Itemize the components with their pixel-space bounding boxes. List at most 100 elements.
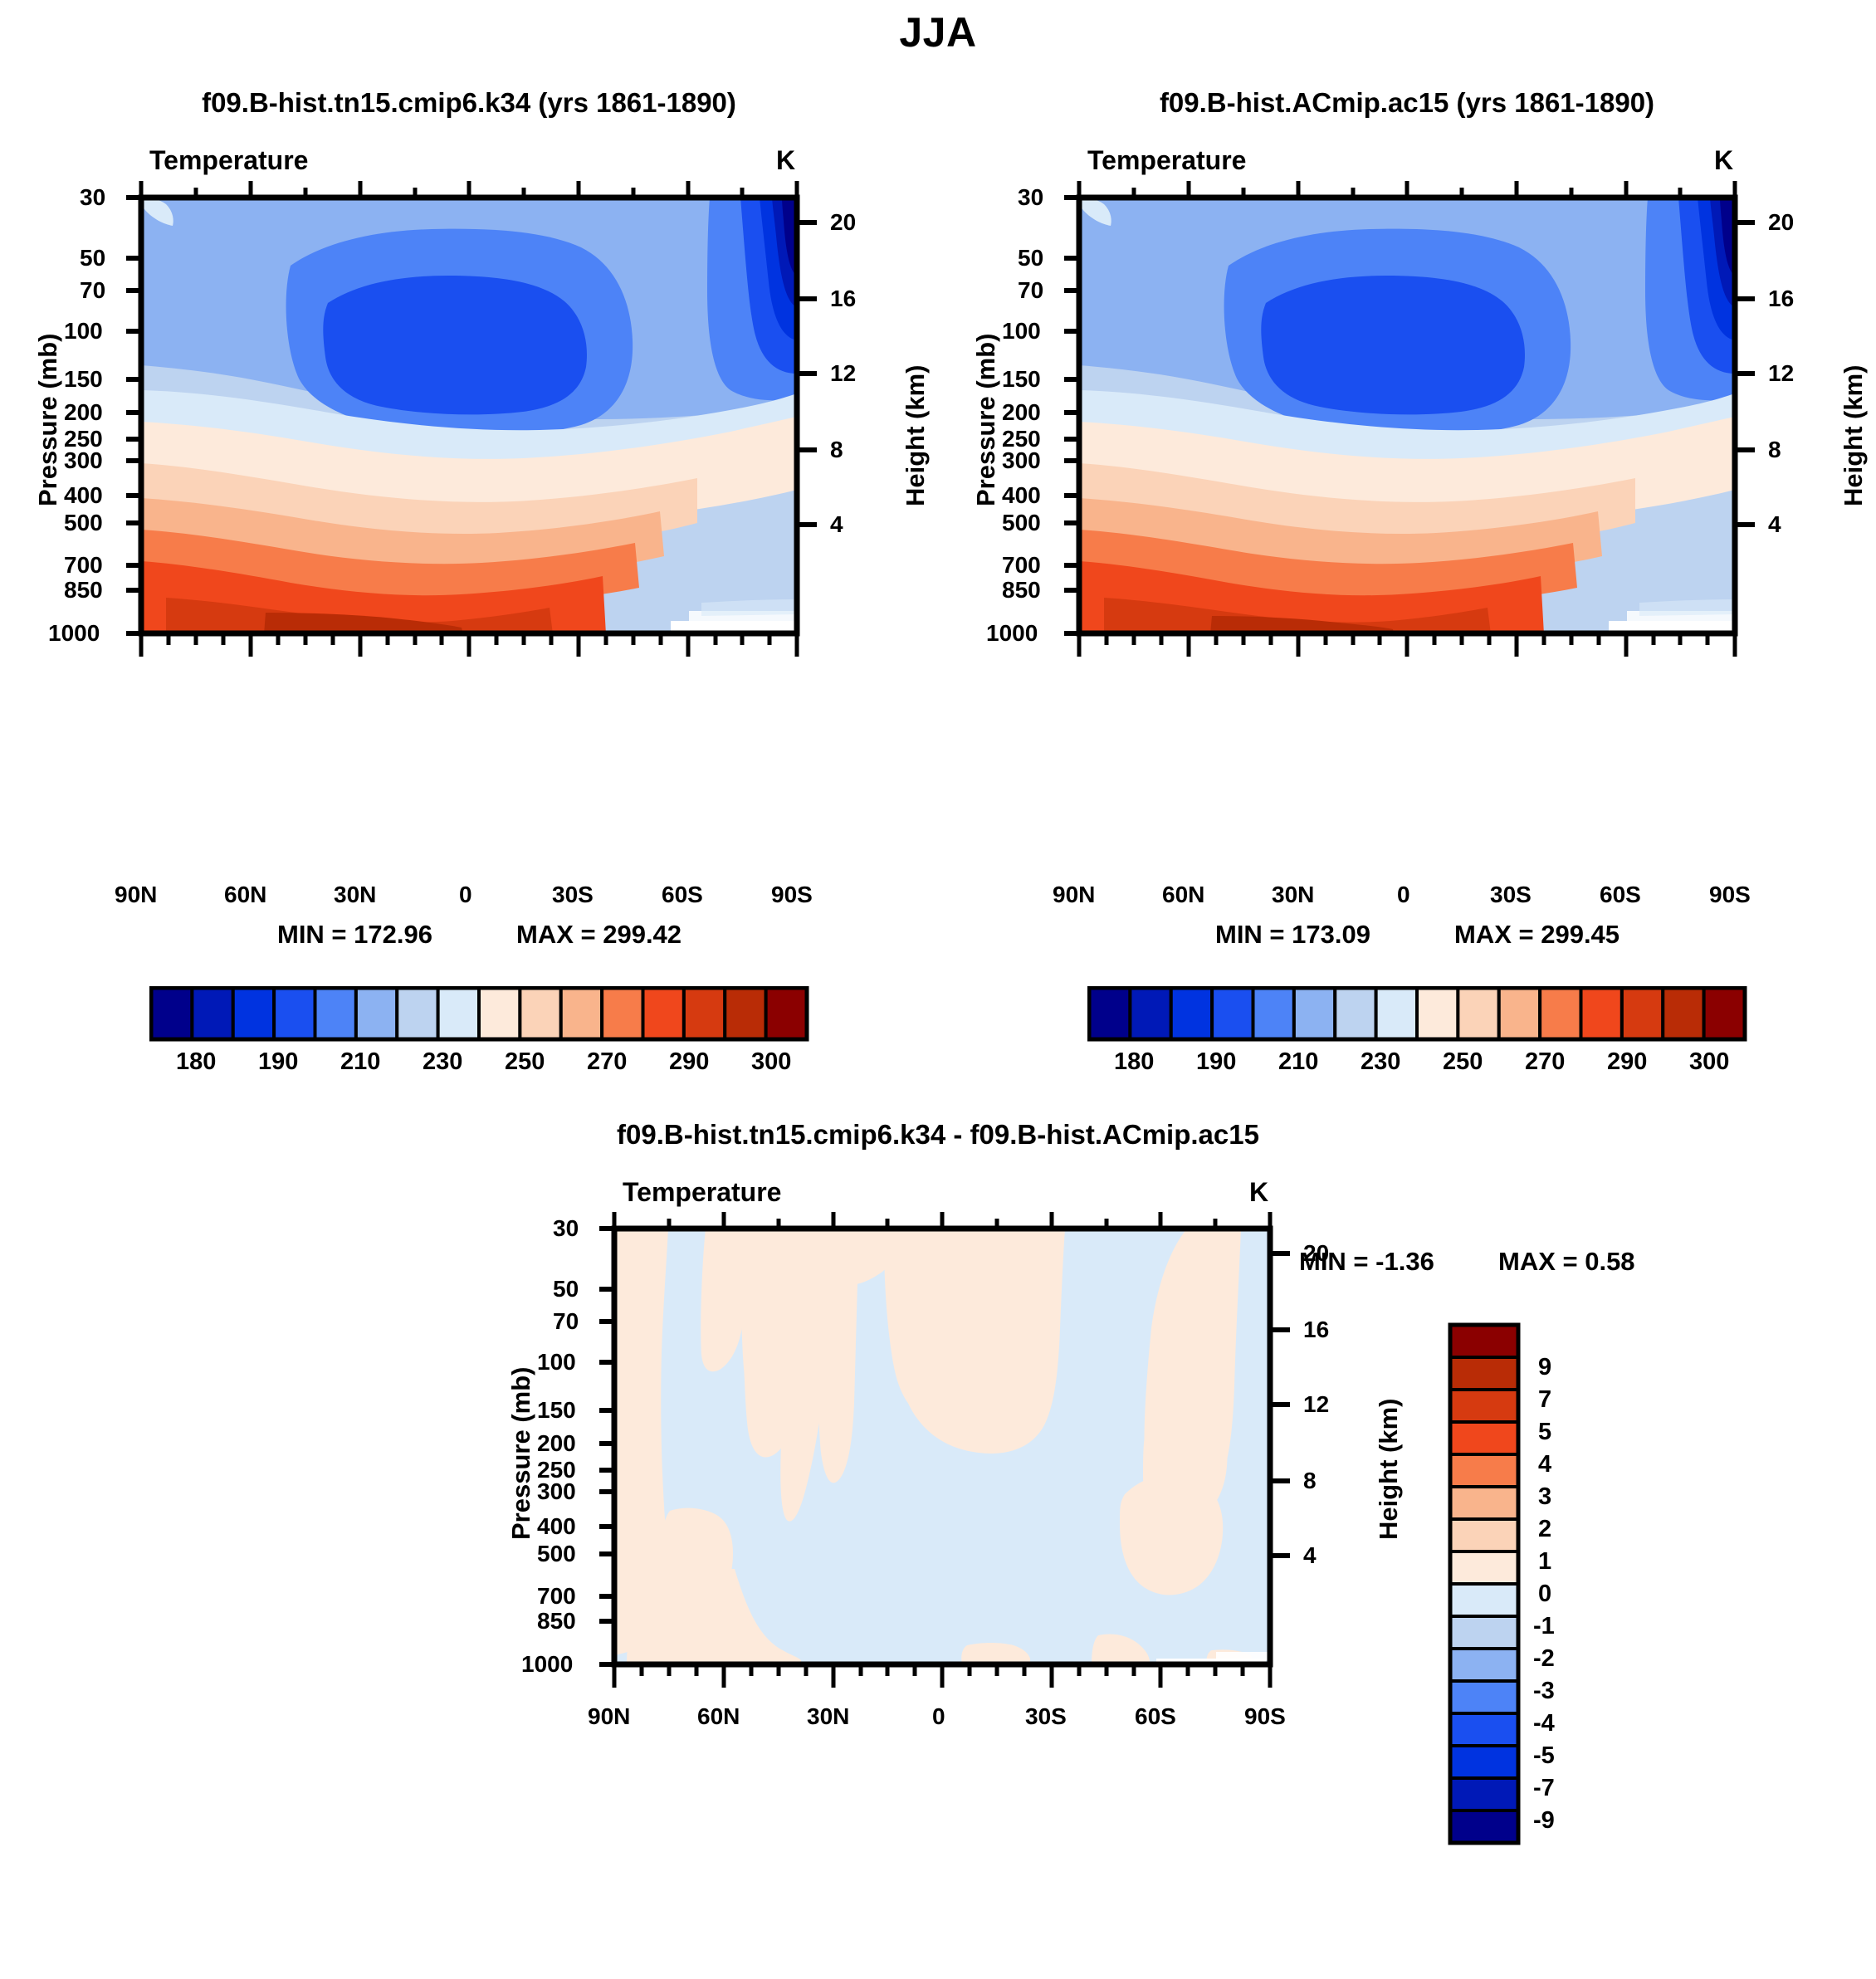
- ytick-diff-9: 500: [537, 1541, 576, 1566]
- top-ticks-diff: [612, 1212, 1273, 1229]
- colorbar-cell: [1449, 1388, 1520, 1424]
- xtick-left-0: 90N: [115, 882, 158, 907]
- ztick-diff-1: 16: [1303, 1317, 1330, 1342]
- colorbar-cell: [1497, 986, 1542, 1041]
- colorbar-cell: [1210, 986, 1255, 1041]
- unit-label-right: K: [1714, 145, 1734, 175]
- unit-label-diff: K: [1249, 1177, 1269, 1207]
- contour-fill-difference: [614, 1229, 1270, 1664]
- cbdiff-0: 9: [1538, 1354, 1552, 1380]
- colorbar-cell: [1620, 986, 1665, 1041]
- contour-fill-right: [1079, 198, 1735, 633]
- height-ticks-left: [797, 220, 817, 527]
- ytick-left-3: 100: [64, 318, 103, 344]
- contour-plot-right: [1064, 181, 1755, 657]
- variable-label-right: Temperature: [1087, 145, 1247, 175]
- xtick-diff-1: 60N: [697, 1703, 740, 1729]
- cbtick-left-4: 250: [505, 1048, 545, 1075]
- variable-label-left: Temperature: [149, 145, 309, 175]
- colorbar-cell: [1449, 1517, 1520, 1553]
- colorbar-cell: [1292, 986, 1337, 1041]
- bottom-ticks-diff: [612, 1664, 1273, 1688]
- colorbar-cell: [436, 986, 481, 1041]
- ytick-diff-10: 700: [537, 1583, 576, 1609]
- ztick-right-0: 20: [1768, 209, 1795, 235]
- colorbar-cell: [1538, 986, 1583, 1041]
- top-ticks-right: [1077, 181, 1737, 198]
- colorbar-cell: [600, 986, 645, 1041]
- cbdiff-12: -5: [1533, 1742, 1555, 1769]
- pressure-ticks-left: [126, 195, 141, 636]
- xtick-right-3: 0: [1397, 882, 1410, 907]
- ytick-right-1: 50: [1018, 245, 1044, 271]
- top-ticks-left: [139, 181, 799, 198]
- colorbar-cell: [1449, 1809, 1520, 1845]
- contour-plot-difference: [599, 1212, 1290, 1688]
- cbtick-left-2: 210: [340, 1048, 381, 1075]
- colorbar-cell: [313, 986, 358, 1041]
- xtick-right-5: 60S: [1600, 882, 1641, 907]
- colorbar-cell: [1702, 986, 1747, 1041]
- xtick-right-4: 30S: [1490, 882, 1532, 907]
- cbtick-left-1: 190: [258, 1048, 299, 1075]
- bottom-ticks-right: [1077, 633, 1737, 657]
- xtick-diff-6: 90S: [1244, 1703, 1286, 1729]
- pressure-ticks-diff: [599, 1226, 614, 1667]
- colorbar-difference[interactable]: [1447, 1322, 1546, 1853]
- xtick-diff-5: 60S: [1135, 1703, 1176, 1729]
- max-label-diff: MAX = 0.58: [1498, 1247, 1635, 1276]
- ztick-right-2: 12: [1768, 360, 1795, 386]
- ztick-diff-4: 4: [1303, 1542, 1317, 1568]
- panel-difference-title: f09.B-hist.tn15.cmip6.k34 - f09.B-hist.A…: [617, 1119, 1259, 1150]
- ytick-right-4: 150: [1002, 366, 1041, 392]
- ytick-left-9: 500: [64, 510, 103, 535]
- min-label-left: MIN = 172.96: [277, 920, 432, 949]
- colorbar-cell: [1415, 986, 1460, 1041]
- ztick-left-1: 16: [830, 286, 857, 311]
- ytick-right-8: 400: [1002, 482, 1041, 508]
- ytick-left-1: 50: [80, 245, 106, 271]
- ytick-left-2: 70: [80, 277, 106, 303]
- colorbar-cell: [1449, 1356, 1520, 1391]
- unit-label-left: K: [776, 145, 796, 175]
- variable-label-diff: Temperature: [623, 1177, 782, 1207]
- xtick-left-4: 30S: [552, 882, 594, 907]
- ytick-diff-6: 250: [537, 1457, 576, 1483]
- colorbar-cell: [190, 986, 235, 1041]
- colorbar-cell: [231, 986, 276, 1041]
- ytick-left-12: 1000: [48, 620, 100, 646]
- contour-fill-left: [141, 198, 797, 633]
- cbtick-left-6: 290: [669, 1048, 710, 1075]
- ytick-right-3: 100: [1002, 318, 1041, 344]
- colorbar-cell: [1449, 1323, 1520, 1359]
- cbdiff-10: -3: [1533, 1678, 1555, 1704]
- cbdiff-9: -2: [1533, 1645, 1555, 1672]
- colorbar-cell: [149, 986, 194, 1041]
- ytick-diff-7: 300: [537, 1478, 576, 1504]
- bottom-ticks-left: [139, 633, 799, 657]
- colorbar-cell: [395, 986, 440, 1041]
- pressure-ticks-right: [1064, 195, 1079, 636]
- cbdiff-8: -1: [1533, 1613, 1555, 1639]
- xtick-left-2: 30N: [334, 882, 377, 907]
- cbtick-left-3: 230: [423, 1048, 463, 1075]
- xtick-diff-0: 90N: [588, 1703, 631, 1729]
- cbdiff-14: -9: [1533, 1807, 1555, 1834]
- colorbar-cell: [518, 986, 563, 1041]
- cbtick-left-5: 270: [587, 1048, 628, 1075]
- cbdiff-11: -4: [1533, 1710, 1555, 1737]
- colorbar-cell: [1449, 1776, 1520, 1812]
- ytick-diff-8: 400: [537, 1513, 576, 1539]
- ztick-right-3: 8: [1768, 437, 1781, 462]
- panel-top-right-title: f09.B-hist.ACmip.ac15 (yrs 1861-1890): [1159, 87, 1655, 118]
- xtick-left-5: 60S: [662, 882, 703, 907]
- cbdiff-5: 2: [1538, 1516, 1552, 1542]
- ytick-left-6: 250: [64, 426, 103, 452]
- colorbar-cell: [1449, 1582, 1520, 1618]
- contour-plot-left: [126, 181, 817, 657]
- ytick-left-7: 300: [64, 447, 103, 473]
- colorbar-cell: [1169, 986, 1214, 1041]
- cbdiff-1: 7: [1538, 1386, 1552, 1413]
- colorbar-temperature-left[interactable]: [149, 986, 830, 1044]
- colorbar-temperature-right[interactable]: [1087, 986, 1768, 1044]
